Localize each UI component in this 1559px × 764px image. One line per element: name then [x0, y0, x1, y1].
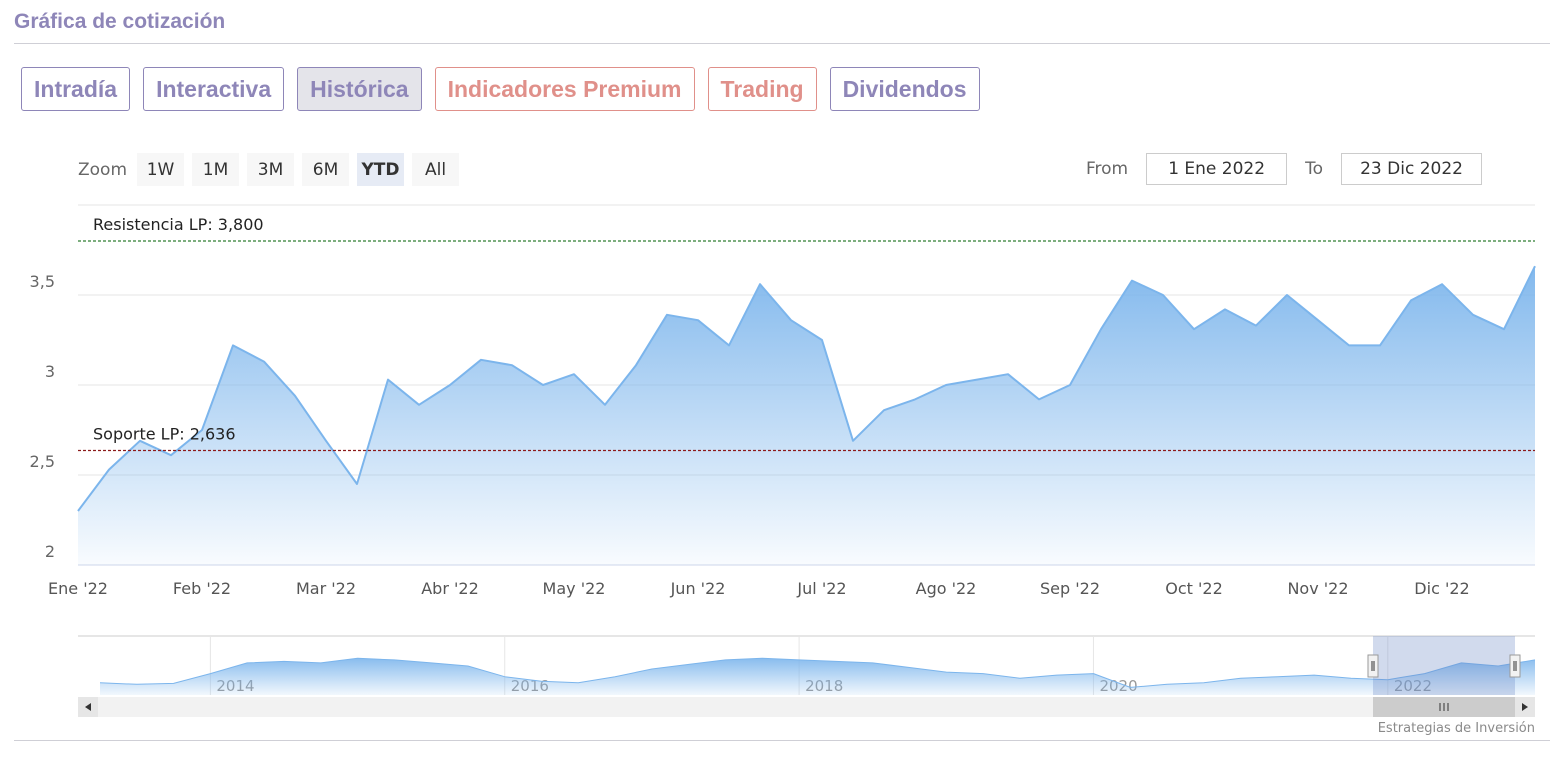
tab[interactable]: Trading [707, 67, 817, 111]
x-tick-label: Mar '22 [296, 579, 356, 598]
divider [14, 43, 1550, 44]
from-label: From [1086, 159, 1129, 179]
to-label: To [1305, 159, 1324, 179]
area-line [77, 265, 1536, 512]
y-tick-label: 2 [45, 542, 55, 561]
scroll-left-arrow [85, 703, 91, 711]
tab[interactable]: Dividendos [829, 67, 980, 111]
zoom-button[interactable]: 6M [302, 153, 350, 186]
x-tick-label: Ago '22 [916, 579, 977, 598]
scroll-right-arrow [1522, 703, 1528, 711]
zoom-button[interactable]: YTD [357, 153, 405, 186]
zoom-selector: Zoom 1W 1M 3M 6M YTD All [78, 153, 460, 186]
plot-line-label: Resistencia LP: 3,800 [93, 215, 264, 234]
y-tick-label: 3,5 [30, 272, 55, 291]
x-tick-label: Jun '22 [670, 579, 726, 598]
from-input[interactable]: 1 Ene 2022 [1146, 153, 1288, 185]
x-tick-label: Feb '22 [173, 579, 231, 598]
navigator-handle[interactable] [1509, 654, 1521, 678]
divider [14, 740, 1550, 741]
area-line [99, 657, 1536, 688]
navigator-handle[interactable] [1367, 654, 1379, 678]
date-range: From 1 Ene 2022 To 23 Dic 2022 [1086, 153, 1500, 185]
tab[interactable]: Interactiva [143, 67, 285, 111]
zoom-button[interactable]: 1M [192, 153, 240, 186]
area-fill [78, 266, 1535, 565]
x-tick-label: May '22 [543, 579, 606, 598]
zoom-button[interactable]: All [412, 153, 460, 186]
tab[interactable]: Intradía [21, 67, 131, 111]
main-plot: 2 2,5 3 3,5 Ene '22 Feb '22 Mar '22 Abr '22 May … [30, 204, 1536, 598]
navigator-controls: Estrategias de Inversión [78, 636, 1535, 736]
y-tick-label: 2,5 [30, 452, 55, 471]
tab[interactable]: Indicadores Premium [434, 67, 695, 111]
zoom-button[interactable]: 3M [247, 153, 295, 186]
navigator: 20142016201820202022 [78, 635, 1536, 695]
zoom-button[interactable]: 1W [137, 153, 185, 186]
credits: Estrategias de Inversión [1378, 721, 1535, 736]
to-input[interactable]: 23 Dic 2022 [1341, 153, 1483, 185]
scrollbar-track[interactable] [78, 697, 1535, 717]
area-fill [100, 658, 1535, 695]
x-tick-label: Oct '22 [1165, 579, 1223, 598]
x-tick-label: Sep '22 [1040, 579, 1100, 598]
x-tick-label: Nov '22 [1287, 579, 1348, 598]
tab[interactable]: Histórica [297, 67, 422, 111]
x-tick-label: Jul '22 [796, 579, 846, 598]
tab-bar: Intradía Interactiva Histórica Indicadores … [21, 67, 980, 111]
navigator-selection[interactable] [1373, 636, 1515, 695]
x-tick-label: Dic '22 [1414, 579, 1469, 598]
y-tick-label: 3 [45, 362, 55, 381]
section-title: Gráfica de cotización [14, 10, 226, 33]
zoom-label: Zoom [78, 159, 128, 180]
x-tick-label: Ene '22 [48, 579, 108, 598]
plot-line-label: Soporte LP: 2,636 [93, 425, 236, 444]
x-tick-label: Abr '22 [421, 579, 479, 598]
